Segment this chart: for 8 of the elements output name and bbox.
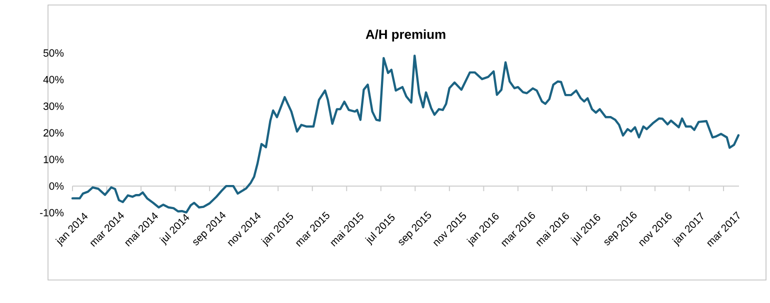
y-tick-label: 40%: [43, 76, 64, 84]
y-tick-label: -10%: [40, 209, 64, 216]
y-tick-label: 20%: [44, 129, 64, 137]
y-tick-label: 10%: [44, 156, 64, 164]
chart-title: A/H premium: [366, 29, 446, 42]
y-tick-label: 0%: [49, 182, 64, 190]
y-tick-label: 50%: [43, 49, 64, 57]
y-tick-label: 30%: [43, 102, 64, 110]
